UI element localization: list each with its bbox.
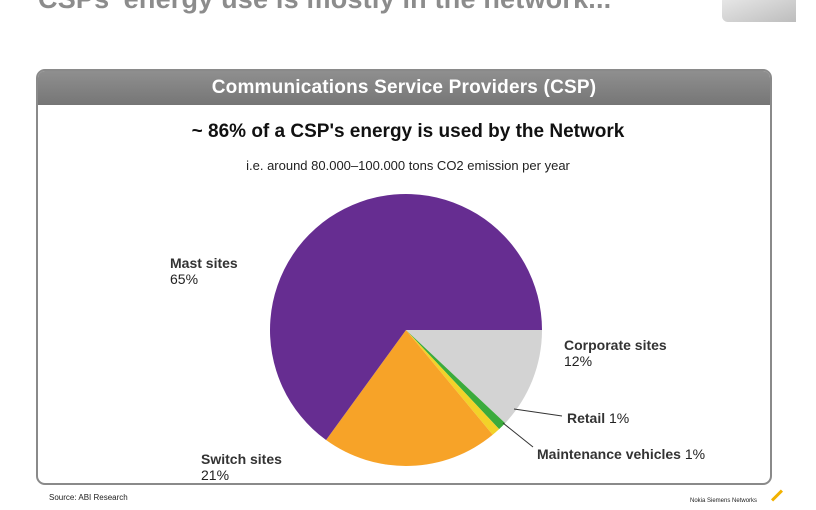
pie-slice-retail <box>406 330 506 430</box>
slice-label-maintenance-vehicles: Maintenance vehicles 1% <box>537 446 706 462</box>
pie-slice-switch-sites <box>326 330 493 466</box>
leader-line-retail <box>513 408 563 417</box>
slice-label-corporate-sites: Corporate sites 12% <box>564 337 667 369</box>
company-logo: Nokia Siemens Networks <box>690 498 758 504</box>
chart-title: ~ 86% of a CSP's energy is used by the N… <box>191 121 625 142</box>
pie-slice-maintenance-vehicles <box>406 330 500 435</box>
pie-slice-corporate-sites <box>406 330 542 424</box>
slice-label-switch-sites: Switch sites 21% <box>201 451 282 483</box>
slice-label-mast-sites: Mast sites 65% <box>170 255 238 287</box>
leader-line-maintenance <box>502 422 534 448</box>
panel-header: Communications Service Providers (CSP) <box>38 71 770 105</box>
slide-title: CSPs' energy use is mostly in the networ… <box>38 0 611 15</box>
slice-label-retail: Retail 1% <box>567 410 630 426</box>
corner-decoration <box>722 0 796 22</box>
source-note: Source: ABI Research <box>49 493 128 502</box>
chart-subtitle: i.e. around 80.000–100.000 tons CO2 emis… <box>246 158 570 173</box>
pie-slice-mast-sites <box>270 193 542 441</box>
